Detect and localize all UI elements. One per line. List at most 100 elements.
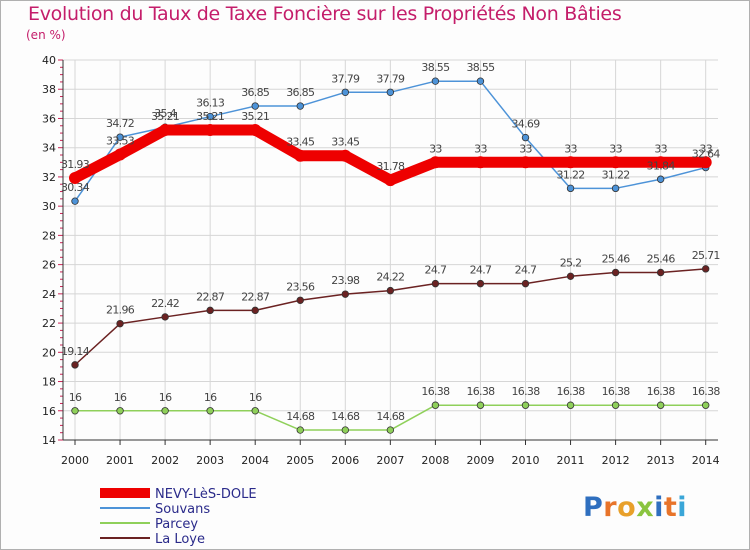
- data-label: 34.72: [106, 117, 134, 130]
- y-tick-label: 40: [42, 54, 56, 67]
- data-point: [431, 279, 440, 288]
- data-label: 33: [429, 142, 442, 155]
- data-label: 24.7: [515, 264, 537, 277]
- data-label: 38.55: [466, 61, 495, 74]
- data-point: [159, 124, 172, 137]
- data-point: [431, 77, 440, 85]
- x-tick-label: 2010: [512, 454, 540, 467]
- data-label: 33: [609, 142, 622, 155]
- data-label: 33.45: [331, 136, 360, 149]
- x-tick-label: 2007: [376, 454, 404, 467]
- data-label: 16.38: [466, 385, 495, 398]
- data-point: [249, 124, 262, 137]
- data-label: 31.84: [647, 159, 676, 172]
- data-label: 16: [249, 391, 262, 404]
- data-label: 16.38: [421, 385, 450, 398]
- y-tick-label: 26: [42, 259, 56, 272]
- legend-label: La Loye: [155, 532, 205, 547]
- data-point: [431, 401, 440, 409]
- data-point: [116, 319, 124, 328]
- data-labels: 31.93 33.53 35.21 35.21 35.21 33.45 33.45 31.78…: [61, 61, 721, 423]
- y-tick-label: 20: [42, 346, 56, 359]
- data-point: [386, 426, 395, 434]
- data-point: [114, 148, 127, 161]
- data-point: [296, 426, 304, 434]
- x-tick-label: 2003: [196, 454, 224, 467]
- legend-label: Parcey: [155, 517, 198, 532]
- data-label: 34.69: [512, 118, 541, 131]
- data-label: 24.22: [376, 271, 404, 284]
- data-label: 31.22: [557, 168, 585, 181]
- data-label: 35.21: [196, 110, 224, 123]
- y-tick-label: 18: [42, 376, 56, 389]
- data-label: 16: [69, 391, 82, 404]
- data-label: 23.56: [286, 280, 315, 293]
- data-label: 33.45: [286, 136, 315, 149]
- data-point: [251, 407, 259, 415]
- data-label: 16: [204, 391, 217, 404]
- data-point: [386, 88, 395, 96]
- data-point: [429, 156, 442, 169]
- data-point: [702, 265, 710, 273]
- data-point: [296, 296, 304, 304]
- data-label: 31.78: [376, 160, 405, 173]
- y-tick-label: 16: [42, 405, 56, 418]
- data-point: [206, 112, 214, 121]
- data-label: 37.79: [376, 72, 405, 85]
- data-label: 24.7: [470, 264, 492, 277]
- data-label: 33: [654, 142, 667, 155]
- data-label: 24.7: [425, 264, 447, 277]
- data-label: 38.55: [421, 61, 450, 74]
- data-label: 16.38: [512, 385, 541, 398]
- data-point: [476, 279, 485, 288]
- data-label: 22.87: [196, 290, 225, 303]
- chart-title: Evolution du Taux de Taxe Foncière sur l…: [28, 3, 622, 25]
- x-tick-label: 2002: [151, 454, 179, 467]
- logo-letter: o: [617, 492, 636, 523]
- legend-label: NEVY-LèS-DOLE: [155, 487, 257, 502]
- data-label: 36.85: [286, 86, 315, 99]
- data-point: [251, 306, 259, 315]
- data-label: 16.38: [602, 385, 631, 398]
- y-tick-label: 36: [42, 112, 56, 125]
- data-label: 31.93: [61, 158, 90, 171]
- x-tick-label: 2001: [106, 454, 134, 467]
- data-label: 23.98: [331, 274, 360, 287]
- grid: [63, 59, 718, 440]
- data-label: 33: [519, 142, 532, 155]
- y-tick-label: 32: [42, 171, 56, 184]
- data-label: 14.68: [286, 410, 315, 423]
- logo-text: Proxiti: [583, 492, 687, 523]
- data-point: [611, 401, 620, 409]
- series-layer: [69, 77, 712, 434]
- data-point: [294, 149, 307, 162]
- data-point: [702, 401, 710, 409]
- data-label: 33: [699, 142, 712, 155]
- data-point: [116, 407, 124, 415]
- data-label: 16: [159, 391, 172, 404]
- data-label: 33: [564, 142, 577, 155]
- data-point: [384, 174, 397, 187]
- data-label: 14.68: [376, 410, 405, 423]
- data-point: [71, 361, 79, 369]
- axes: 14 16 18 20 22 24 26 28 30 32 34 36 38 40 2000 2001 2002…: [42, 54, 720, 467]
- logo-letter: P: [583, 492, 603, 523]
- logo-letter: i: [677, 492, 687, 523]
- data-label: 35.4: [154, 107, 176, 120]
- data-label: 25.2: [560, 256, 582, 269]
- data-label: 36.85: [241, 86, 270, 99]
- data-point: [296, 102, 304, 110]
- data-point: [654, 156, 667, 169]
- data-label: 16.38: [692, 385, 721, 398]
- x-tick-label: 2004: [241, 454, 269, 467]
- data-point: [656, 401, 665, 409]
- data-label: 21.96: [106, 304, 135, 317]
- data-point: [71, 407, 79, 415]
- data-point: [339, 149, 352, 162]
- y-tick-label: 30: [42, 200, 56, 213]
- x-tick-label: 2008: [421, 454, 449, 467]
- data-label: 36.13: [196, 97, 225, 110]
- data-point: [251, 102, 259, 110]
- x-tick-label: 2006: [331, 454, 359, 467]
